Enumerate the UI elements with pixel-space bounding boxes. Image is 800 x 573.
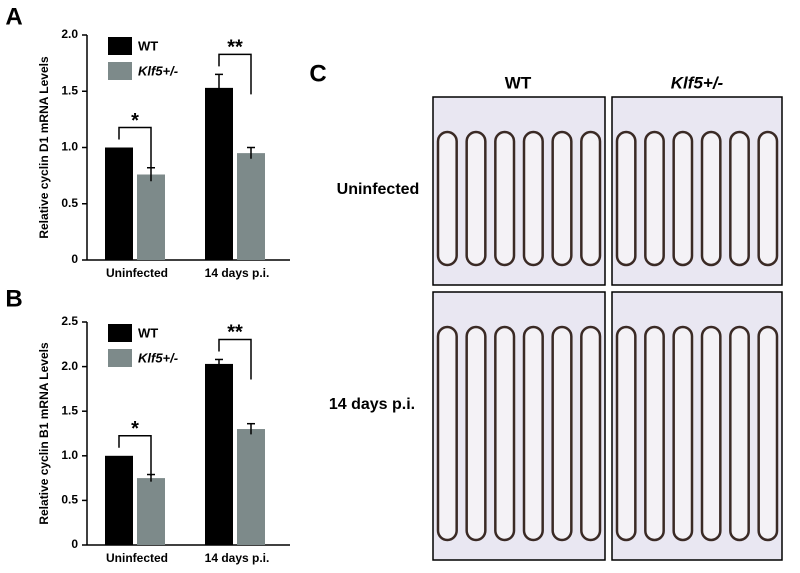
y-tick-label: 0.5 [61, 196, 78, 210]
x-tick-label: Uninfected [106, 551, 168, 565]
x-tick-label: 14 days p.i. [205, 266, 270, 280]
crypt [580, 130, 602, 267]
crypt [700, 130, 722, 267]
panel-label: A [5, 3, 22, 30]
y-tick-label: 2.5 [61, 314, 78, 328]
bar [105, 147, 133, 260]
significance-bracket [218, 338, 252, 380]
x-tick-label: Uninfected [106, 266, 168, 280]
y-tick-label: 1.5 [61, 403, 78, 417]
significance-bracket [218, 53, 252, 95]
crypt [522, 325, 544, 542]
crypt [580, 325, 602, 542]
crypt [757, 130, 779, 267]
crypt [672, 130, 694, 267]
bar [205, 87, 233, 260]
y-tick-label: 2.0 [61, 27, 78, 41]
legend-swatch [108, 349, 132, 367]
crypt [494, 130, 516, 267]
row-label: 14 days p.i. [329, 396, 415, 413]
y-tick-label: 0 [71, 252, 78, 266]
significance-bracket [118, 126, 152, 168]
legend-label: WT [138, 38, 158, 53]
micrograph [432, 96, 783, 561]
panel-label: C [309, 60, 326, 87]
legend-swatch [108, 324, 132, 342]
legend-label: Klf5+/- [138, 63, 178, 78]
bar [237, 153, 265, 260]
y-axis-title: Relative cyclin D1 mRNA Levels [37, 56, 51, 239]
crypt [729, 130, 750, 267]
crypt [729, 325, 750, 542]
significance-label: * [131, 418, 139, 440]
column-header: WT [505, 73, 532, 92]
crypt [551, 325, 573, 542]
crypt [436, 130, 458, 267]
significance-label: * [131, 110, 139, 132]
bar [205, 363, 233, 545]
legend-label: WT [138, 325, 158, 340]
y-axis-title: Relative cyclin B1 mRNA Levels [37, 342, 51, 525]
x-tick-label: 14 days p.i. [205, 551, 270, 565]
legend-swatch [108, 37, 132, 55]
significance-label: ** [227, 37, 243, 59]
crypt [465, 325, 487, 542]
crypt [644, 325, 665, 542]
crypt [615, 130, 637, 267]
panel-label: B [5, 285, 22, 312]
crypt [672, 325, 694, 542]
crypt [494, 325, 516, 542]
crypt [522, 130, 544, 267]
y-tick-label: 1.0 [61, 448, 78, 462]
column-header: Klf5+/- [671, 73, 724, 92]
crypt [615, 325, 637, 542]
significance-bracket [118, 435, 152, 476]
crypt [644, 130, 665, 267]
bar [105, 455, 133, 545]
crypt [436, 325, 458, 542]
bar [137, 174, 165, 260]
legend-label: Klf5+/- [138, 350, 178, 365]
crypt [551, 130, 573, 267]
crypt [700, 325, 722, 542]
legend-swatch [108, 62, 132, 80]
bar [137, 478, 165, 545]
y-tick-label: 2.0 [61, 359, 78, 373]
significance-label: ** [227, 322, 243, 344]
bar [237, 429, 265, 545]
y-tick-label: 1.0 [61, 140, 78, 154]
y-tick-label: 0.5 [61, 493, 78, 507]
crypt [757, 325, 779, 542]
row-label: Uninfected [337, 181, 420, 198]
y-tick-label: 0 [71, 537, 78, 551]
crypt [465, 130, 487, 267]
y-tick-label: 1.5 [61, 83, 78, 97]
